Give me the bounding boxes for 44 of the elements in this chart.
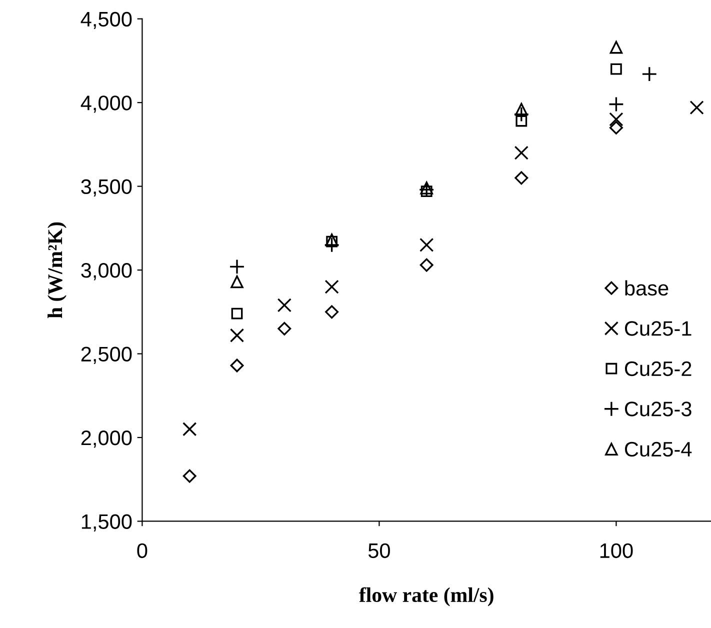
- x-tick-label: 0: [137, 543, 148, 558]
- legend-label: base: [625, 280, 668, 296]
- point: [325, 305, 339, 319]
- y-axis-title: h (W/m²K): [48, 222, 66, 318]
- legend-label: Cu25-3: [624, 402, 692, 416]
- point: [230, 358, 244, 372]
- point: [278, 322, 292, 336]
- point: [514, 146, 528, 160]
- point: [324, 280, 339, 294]
- point: [609, 112, 624, 126]
- point: [231, 308, 243, 320]
- point: [182, 422, 197, 436]
- y-tick-label: 1,500: [82, 514, 132, 532]
- y-tick-label: 4,500: [80, 12, 132, 30]
- y-tick-label: 2,500: [81, 346, 132, 364]
- x-tick-label: 50: [368, 543, 390, 558]
- legend-label: Cu25-4: [624, 442, 692, 457]
- point: [610, 40, 623, 54]
- y-tick-label: 3,500: [81, 179, 132, 197]
- y-tick-label: 3,000: [81, 263, 132, 280]
- point: [277, 298, 292, 312]
- point: [610, 63, 622, 75]
- point: [182, 469, 196, 483]
- x-axis-title: flow rate (ml/s): [359, 587, 494, 606]
- point: [420, 186, 432, 198]
- point: [514, 171, 528, 185]
- y-tick-label: 4,000: [80, 96, 132, 113]
- y-tick-label: 2,000: [81, 430, 132, 448]
- legend-label: Cu25-1: [624, 321, 692, 336]
- point: [690, 100, 704, 115]
- point: [608, 96, 624, 112]
- legend-label: Cu25-2: [624, 361, 692, 376]
- point: [516, 115, 528, 127]
- point: [420, 182, 433, 194]
- point: [229, 258, 245, 274]
- point: [642, 66, 658, 82]
- point: [230, 328, 244, 342]
- point: [609, 120, 623, 134]
- x-tick-label: 100: [600, 543, 633, 558]
- point: [324, 237, 340, 253]
- point: [420, 258, 434, 272]
- point: [420, 238, 434, 252]
- point: [230, 275, 244, 288]
- point: [515, 102, 528, 116]
